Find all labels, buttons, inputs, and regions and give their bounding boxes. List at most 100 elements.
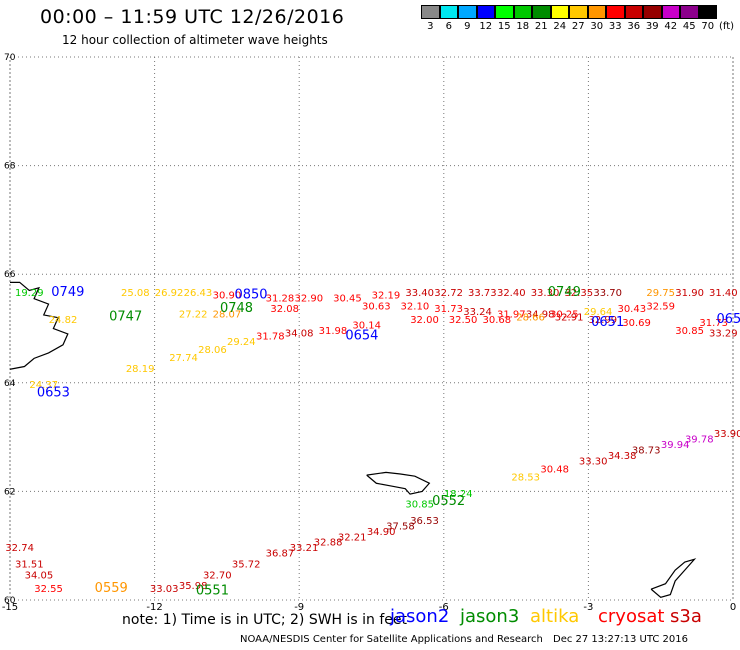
wave-height-label: 27.22: [179, 310, 208, 321]
wave-height-label: 32.10: [401, 301, 430, 312]
wave-height-label: 30.25: [550, 310, 579, 321]
legend-swatch: [606, 5, 625, 19]
wave-height-label: 24.82: [49, 315, 78, 326]
pass-time-label: 0850: [234, 288, 267, 303]
wave-height-label: 32.72: [434, 288, 463, 299]
wave-height-label: 33.30: [579, 456, 608, 467]
wave-height-label: 31.73: [699, 318, 728, 329]
lon-tick-label: -3: [583, 602, 593, 613]
wave-height-label: 32.50: [449, 315, 478, 326]
lat-tick-label: 64: [4, 379, 16, 389]
pass-time-label: 0655: [716, 312, 740, 327]
wave-height-label: 33.21: [290, 543, 319, 554]
wave-height-label: 31.97: [497, 310, 526, 321]
wave-height-label: 38.73: [632, 445, 661, 456]
wave-height-label: 30.43: [617, 304, 646, 315]
wave-height-label: 32.91: [555, 312, 584, 323]
lon-tick-label: -12: [146, 602, 162, 613]
wave-height-label: 32.74: [5, 543, 34, 554]
wave-height-label: 29.24: [227, 337, 256, 348]
pass-time-labels: 0749 0850 0747 0748 0654 0653 0749 0651 0655 0552…: [37, 285, 740, 599]
legend-swatch: [495, 5, 514, 19]
pass-time-label: 0651: [591, 315, 624, 330]
wave-height-label: 30.14: [352, 321, 381, 332]
satellite-s3a: s3a: [670, 606, 702, 627]
pass-time-label: 0654: [345, 328, 378, 343]
wave-height-label: 33.73: [468, 288, 497, 299]
lon-tick-label: 0: [730, 602, 736, 613]
legend-swatch: [458, 5, 477, 19]
wave-height-label: 31.73: [434, 304, 463, 315]
legend-label: 36: [627, 21, 641, 32]
legend-swatch: [513, 5, 532, 19]
legend-swatch: [587, 5, 606, 19]
shetland-coast: [650, 558, 697, 598]
credit-line: NOAA/NESDIS Center for Satellite Applica…: [240, 634, 543, 645]
wave-height-label: 36.53: [410, 516, 439, 527]
coastlines: [9, 281, 697, 598]
legend-swatch: [624, 5, 643, 19]
lat-tick-label: 66: [4, 270, 16, 280]
legend-label: 24: [553, 21, 567, 32]
legend-label: 30: [590, 21, 604, 32]
legend-swatch: [569, 5, 588, 19]
legend-swatch: [476, 5, 495, 19]
wave-height-label: 39.94: [661, 440, 690, 451]
wave-height-label: 29.64: [584, 307, 613, 318]
lat-tick-label: 60: [4, 596, 16, 606]
wave-height-label: 25.08: [121, 288, 150, 299]
iceland-coast: [9, 281, 69, 370]
wave-height-label: 32.90: [295, 293, 324, 304]
legend-label: 33: [608, 21, 622, 32]
wave-height-label: 31.28: [266, 293, 295, 304]
generation-timestamp: Dec 27 13:27:13 UTC 2016: [553, 634, 688, 645]
legend-swatch: [439, 5, 458, 19]
legend-label: 18: [516, 21, 530, 32]
wave-height-label: 36.87: [266, 549, 295, 560]
legend-label: 39: [645, 21, 659, 32]
wave-height-label: 33.24: [463, 307, 492, 318]
lat-tick-label: 70: [4, 53, 16, 63]
wave-height-label: 31.78: [256, 331, 285, 342]
legend-swatch: [421, 5, 440, 19]
wave-height-label: 34.38: [608, 451, 637, 462]
legend-label: 12: [479, 21, 493, 32]
wave-height-label: 39.78: [685, 435, 714, 446]
pass-time-label: 0552: [432, 494, 465, 509]
legend-swatch: [532, 5, 551, 19]
legend-label: 45: [682, 21, 696, 32]
map-frame: [9, 56, 734, 601]
wave-height-labels: 19.29 25.08 26.92 26.43 30.90 31.28 32.90 30.45…: [5, 288, 740, 595]
wave-height-label: 32.55: [34, 584, 63, 595]
wave-height-label: 32.08: [270, 304, 299, 315]
wave-height-label: 28.06: [198, 345, 227, 356]
wave-height-label: 31.51: [15, 559, 44, 570]
legend-swatch: [698, 5, 717, 19]
wave-height-label: 28.53: [511, 473, 540, 484]
lon-tick-label: -15: [2, 602, 18, 613]
wave-height-label: 24.37: [29, 380, 58, 391]
wave-height-label: 35.98: [179, 581, 208, 592]
wave-height-label: 30.45: [333, 293, 362, 304]
legend-label: 15: [497, 21, 511, 32]
wave-height-label: 33.03: [150, 584, 179, 595]
legend-label: 21: [534, 21, 548, 32]
lon-tick-label: -6: [439, 602, 449, 613]
wave-height-label: 33.40: [405, 288, 434, 299]
axis-ticks: 60 62 64 66 68 70 -15 -12 -9 -6 -3 0: [2, 53, 736, 613]
wave-height-label: 33.30: [531, 288, 560, 299]
wave-height-label: 32.70: [203, 570, 232, 581]
pass-time-label: 0749: [51, 285, 84, 300]
page-title: 00:00 – 11:59 UTC 12/26/2016: [40, 6, 345, 28]
footer-note: note: 1) Time is in UTC; 2) SWH is in fe…: [122, 612, 408, 628]
wave-height-label: 30.90: [213, 291, 242, 302]
wave-height-label: 31.90: [675, 288, 704, 299]
page-subtitle: 12 hour collection of altimeter wave hei…: [62, 33, 328, 47]
pass-time-label: 0559: [95, 581, 128, 596]
wave-height-label: 37.58: [386, 521, 415, 532]
wave-height-label: 32.00: [410, 315, 439, 326]
pass-time-label: 0748: [220, 301, 253, 316]
pass-time-label: 0551: [196, 584, 229, 599]
wave-height-label: 32.59: [646, 301, 675, 312]
